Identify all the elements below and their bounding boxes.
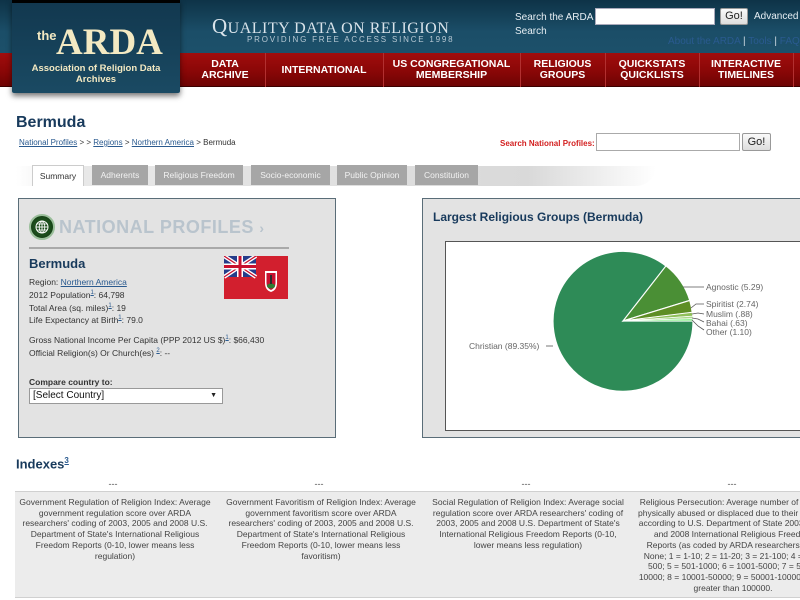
footnote-link[interactable]: 1 — [225, 335, 229, 342]
site-search-input[interactable] — [595, 8, 715, 25]
fact-population: 2012 Population1: 64,798 — [29, 290, 125, 300]
fact-life-expectancy: Life Expectancy at Birth1: 79.0 — [29, 315, 143, 325]
tagline-sub: PROVIDING FREE ACCESS SINCE 1998 — [247, 35, 455, 44]
index-value-social-regulation: --- — [521, 479, 531, 489]
logo-arda: ARDA — [56, 22, 163, 63]
indexes-title: Indexes3 — [16, 456, 69, 472]
index-value-government-regulation: --- — [108, 479, 118, 489]
label-other: Other (1.10) — [706, 327, 752, 337]
page-title: Bermuda — [16, 114, 86, 131]
compare-country-select[interactable]: [Select Country] ▼ — [29, 388, 223, 404]
nav-us-congregational-membership[interactable]: US CONGREGATIONAL MEMBERSHIP — [383, 53, 519, 87]
about-link[interactable]: About the ARDA — [668, 36, 741, 47]
national-profiles-title: NATIONAL PROFILES › — [59, 217, 265, 237]
footnote-link[interactable]: 1 — [90, 290, 94, 297]
national-profile-panel: NATIONAL PROFILES › Bermuda Region: Nort… — [18, 198, 336, 438]
site-header: the ARDA Association of Religion Data Ar… — [0, 0, 800, 93]
index-value-government-favoritism: --- — [314, 479, 324, 489]
tools-link[interactable]: Tools — [748, 36, 772, 47]
footnote-link[interactable]: 3 — [64, 456, 69, 465]
tab-public-opinion[interactable]: Public Opinion — [337, 165, 407, 185]
dropdown-arrow-icon: ▼ — [210, 392, 217, 399]
breadcrumb: National Profiles > > Regions > Northern… — [19, 138, 236, 147]
tagline: QUALITY DATA ON RELIGION PROVIDING FREE … — [212, 14, 453, 44]
index-descriptions-row: Government Regulation of Religion Index:… — [15, 491, 800, 598]
fact-region: Region: Northern America — [29, 277, 127, 287]
fact-gni: Gross National Income Per Capita (PPP 20… — [29, 335, 265, 345]
tab-adherents[interactable]: Adherents — [92, 165, 148, 185]
country-name: Bermuda — [29, 256, 86, 271]
tab-constitution[interactable]: Constitution — [415, 165, 478, 185]
national-profiles-search-label: Search National Profiles: — [500, 139, 595, 148]
tab-socio-economic[interactable]: Socio-economic — [251, 165, 330, 185]
globe-icon — [29, 214, 55, 240]
nav-data-archive[interactable]: DATA ARCHIVE — [201, 58, 249, 81]
index-desc-religious-persecution: Religious Persecution: Average number of… — [638, 497, 800, 593]
label-agnostic: Agnostic (5.29) — [706, 282, 763, 292]
footnote-link[interactable]: 1 — [118, 315, 122, 322]
label-christian: Christian (89.35%) — [469, 341, 540, 351]
index-desc-social-regulation: Social Regulation of Religion Index: Ave… — [432, 497, 624, 550]
utility-links: About the ARDA | Tools | FAQs — [668, 36, 800, 47]
label-spiritist: Spiritist (2.74) — [706, 299, 759, 309]
tab-summary[interactable]: Summary — [32, 165, 84, 186]
nav-quickstats-quicklists[interactable]: QUICKSTATS QUICKLISTS — [605, 53, 698, 87]
tab-religious-freedom[interactable]: Religious Freedom — [155, 165, 243, 185]
nav-more[interactable] — [793, 53, 800, 87]
logo-the: the — [37, 28, 57, 43]
footnote-link[interactable]: 1 — [108, 303, 112, 310]
region-link[interactable]: Northern America — [60, 277, 127, 287]
nav-religious-groups[interactable]: RELIGIOUS GROUPS — [520, 53, 604, 87]
site-search-go-button[interactable]: Go! — [720, 8, 748, 25]
arda-logo[interactable]: the ARDA Association of Religion Data Ar… — [12, 0, 180, 93]
pie-chart: Agnostic (5.29) Spiritist (2.74) Muslim … — [445, 241, 800, 431]
compare-country-label: Compare country to: — [29, 377, 113, 387]
footnote-link[interactable]: 2 — [156, 348, 160, 355]
national-profiles-go-button[interactable]: Go! — [742, 133, 771, 151]
index-desc-government-favoritism: Government Favoritism of Religion Index:… — [226, 497, 416, 561]
index-value-religious-persecution: --- — [727, 479, 737, 489]
site-search-label: Search the ARDA Search — [515, 12, 594, 37]
nav-international[interactable]: INTERNATIONAL — [265, 53, 382, 87]
bermuda-flag-icon — [222, 254, 288, 299]
breadcrumb-regions[interactable]: Regions — [93, 138, 123, 147]
breadcrumb-northern-america[interactable]: Northern America — [131, 138, 194, 147]
label-bahai: Bahai (.63) — [706, 318, 748, 328]
logo-full-name: Association of Religion Data Archives — [31, 63, 161, 85]
national-profiles-header[interactable]: NATIONAL PROFILES › — [29, 213, 289, 249]
advanced-search-link[interactable]: Advanced — [754, 11, 799, 22]
chart-title: Largest Religious Groups (Bermuda) — [433, 210, 644, 224]
national-profiles-search-input[interactable] — [596, 133, 740, 151]
largest-religious-groups-panel: Largest Religious Groups (Bermuda) — [422, 198, 800, 438]
chevron-right-icon: › — [259, 220, 265, 236]
fact-official-religion: Official Religion(s) Or Church(es) 2: -- — [29, 348, 171, 358]
breadcrumb-national-profiles[interactable]: National Profiles — [19, 138, 78, 147]
tagline-main: QUALITY DATA ON RELIGION — [212, 14, 450, 38]
index-desc-government-regulation: Government Regulation of Religion Index:… — [19, 497, 211, 561]
fact-area: Total Area (sq. miles)1: 19 — [29, 303, 126, 313]
faqs-link[interactable]: FAQs — [779, 36, 800, 47]
nav-interactive-timelines[interactable]: INTERACTIVE TIMELINES — [699, 53, 792, 87]
label-muslim: Muslim (.88) — [706, 309, 753, 319]
breadcrumb-current: Bermuda — [203, 138, 236, 147]
